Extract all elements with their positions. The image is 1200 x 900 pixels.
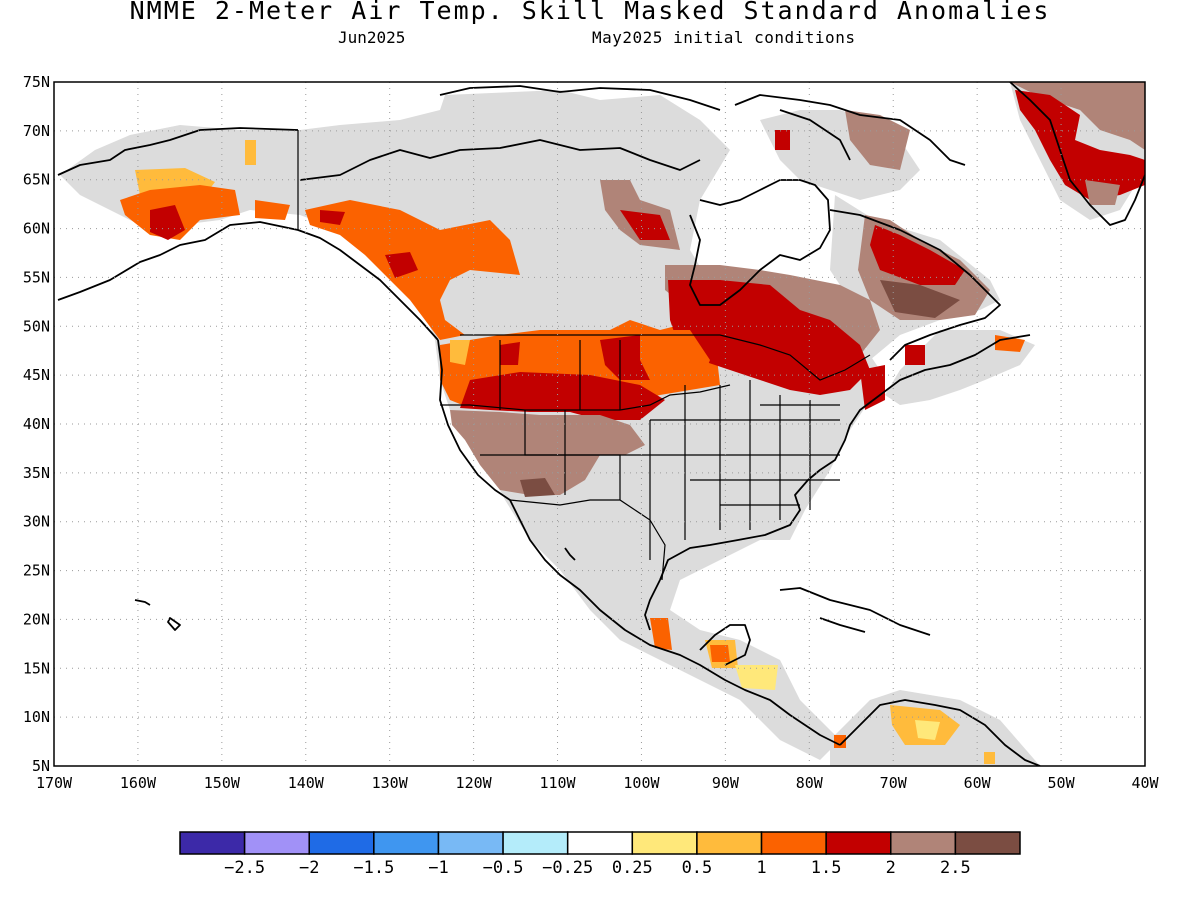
colorbar-swatch [760,831,827,855]
colorbar-swatch [631,831,698,855]
latitude-axis: 5N 10N 15N 20N 25N 30N 35N 40N 45N 50N 55N 60N 65N 70… [23,73,50,775]
lat-tick-label: 50N [23,317,50,335]
colorbar-swatch [243,831,310,855]
colorbar-label: −1 [428,858,448,878]
colorbar-swatch [696,831,763,855]
lon-tick-label: 60W [964,774,992,792]
lon-tick-label: 70W [880,774,908,792]
lat-tick-label: 25N [23,562,50,580]
colorbar-label: 0.25 [612,858,653,878]
colorbar-swatch [890,831,957,855]
initial-conditions: May2025 initial conditions [592,28,856,47]
lon-tick-label: 80W [796,774,824,792]
lat-tick-label: 20N [23,610,50,628]
lat-tick-label: 35N [23,464,50,482]
lon-tick-label: 140W [288,774,325,792]
colorbar: −2.5 −2 −1.5 −1 −0.5 −0.25 0.25 0.5 1 1.5 2 2.5 [179,831,1021,878]
colorbar-label: −0.5 [483,858,524,878]
lat-tick-label: 75N [23,73,50,91]
colorbar-label: 1 [756,858,766,878]
lon-tick-label: 40W [1131,774,1159,792]
forecast-month: Jun2025 [338,28,406,47]
colorbar-swatch [954,831,1021,855]
colorbar-label: −2.5 [224,858,265,878]
lat-tick-label: 70N [23,122,50,140]
map-frame [53,81,1146,767]
lon-tick-label: 110W [539,774,576,792]
lon-tick-label: 120W [456,774,493,792]
lat-tick-label: 60N [23,220,50,238]
lon-tick-label: 100W [623,774,660,792]
lat-lon-grid [54,82,1145,766]
page-title: NMME 2-Meter Air Temp. Skill Masked Stan… [129,0,1051,25]
colorbar-label: 2.5 [940,858,971,878]
colorbar-label: −1.5 [353,858,394,878]
lon-tick-label: 160W [120,774,157,792]
colorbar-swatch [373,831,440,855]
lat-tick-label: 45N [23,366,50,384]
colorbar-swatch [566,831,634,855]
colorbar-swatch [179,831,246,855]
colorbar-label: −2 [299,858,319,878]
longitude-axis: 170W 160W 150W 140W 130W 120W 110W 100W 90W 80W 70… [36,774,1160,792]
political-borders [297,130,871,581]
colorbar-swatch [825,831,892,855]
map-body [54,82,1145,766]
colorbar-swatch [308,831,375,855]
lon-tick-label: 150W [204,774,241,792]
colorbar-swatch [437,831,504,855]
colorbar-label: 2 [886,858,896,878]
lat-tick-label: 10N [23,708,50,726]
lat-tick-label: 55N [23,268,50,286]
colorbar-label: 1.5 [811,858,842,878]
coastlines [57,82,1145,766]
colorbar-label: −0.25 [542,858,593,878]
lat-tick-label: 5N [32,757,50,775]
lat-tick-label: 40N [23,415,50,433]
lat-tick-label: 15N [23,659,50,677]
colorbar-label: 0.5 [682,858,713,878]
lon-tick-label: 130W [372,774,409,792]
lon-tick-label: 170W [36,774,73,792]
colorbar-swatch [502,831,569,855]
lat-tick-label: 30N [23,513,50,531]
lat-tick-label: 65N [23,171,50,189]
lon-tick-label: 50W [1048,774,1076,792]
lon-tick-label: 90W [712,774,740,792]
